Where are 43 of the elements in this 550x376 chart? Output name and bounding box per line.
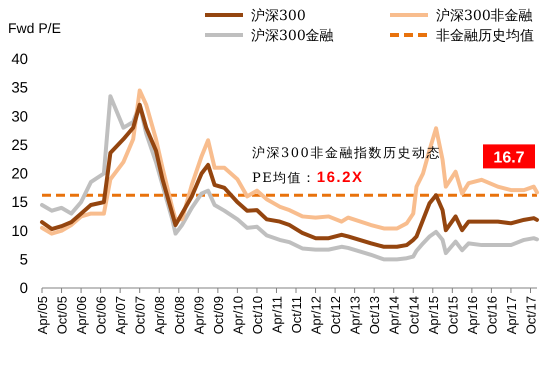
x-tick-label: Oct/14 xyxy=(406,296,422,334)
x-tick-label: Oct/17 xyxy=(523,296,538,334)
x-tick-label: Apr/15 xyxy=(426,296,441,334)
x-tick-label: Apr/06 xyxy=(74,296,90,334)
x-tick-label: Oct/10 xyxy=(250,296,265,334)
x-tick-label: Apr/08 xyxy=(152,296,168,334)
x-tick-label: Oct/08 xyxy=(172,296,187,334)
annotation: 沪深300非金融指数历史动态PE均值：16.2X xyxy=(252,145,442,188)
x-tick-label: Apr/09 xyxy=(191,296,206,334)
x-tick-label: Apr/10 xyxy=(230,296,246,334)
legend-label: 沪深300 xyxy=(251,8,306,24)
legend-label: 沪深300非金融 xyxy=(436,8,533,24)
x-tick-label: Apr/13 xyxy=(348,296,363,334)
y-axis-title: Fwd P/E xyxy=(8,20,61,36)
y-tick-label: 30 xyxy=(11,108,28,126)
x-tick-label: Apr/05 xyxy=(35,296,50,334)
y-tick-label: 10 xyxy=(11,222,28,240)
x-tick-label: Apr/16 xyxy=(464,296,480,334)
x-tick-label: Oct/09 xyxy=(210,296,226,334)
y-tick-label: 5 xyxy=(20,251,28,268)
x-tick-label: Oct/13 xyxy=(367,296,382,334)
annotation: 16.7 xyxy=(493,149,525,166)
x-tick-label: Apr/14 xyxy=(386,296,402,334)
x-tick-label: Oct/16 xyxy=(484,296,500,334)
y-tick-label: 15 xyxy=(11,194,28,212)
y-tick-label: 0 xyxy=(20,280,28,297)
x-tick-label: Oct/15 xyxy=(445,296,460,334)
x-tick-label: Oct/06 xyxy=(94,296,109,334)
x-tick-label: Oct/05 xyxy=(54,296,70,334)
legend-label: 沪深300金融 xyxy=(251,28,334,44)
x-tick-label: Oct/11 xyxy=(289,296,304,334)
y-tick-label: 40 xyxy=(11,51,28,68)
x-tick-label: Apr/11 xyxy=(269,296,284,334)
x-tick-label: Apr/07 xyxy=(113,296,128,334)
y-tick-label: 25 xyxy=(11,136,28,154)
y-tick-label: 35 xyxy=(11,80,28,97)
x-tick-label: Apr/17 xyxy=(504,296,519,334)
x-tick-label: Oct/07 xyxy=(132,296,148,334)
legend-label: 非金融历史均值 xyxy=(436,28,534,44)
y-tick-label: 20 xyxy=(11,166,28,182)
x-tick-label: Oct/12 xyxy=(328,296,344,334)
x-tick-label: Apr/12 xyxy=(308,296,324,334)
annotation-box: 16.7 xyxy=(483,144,535,168)
